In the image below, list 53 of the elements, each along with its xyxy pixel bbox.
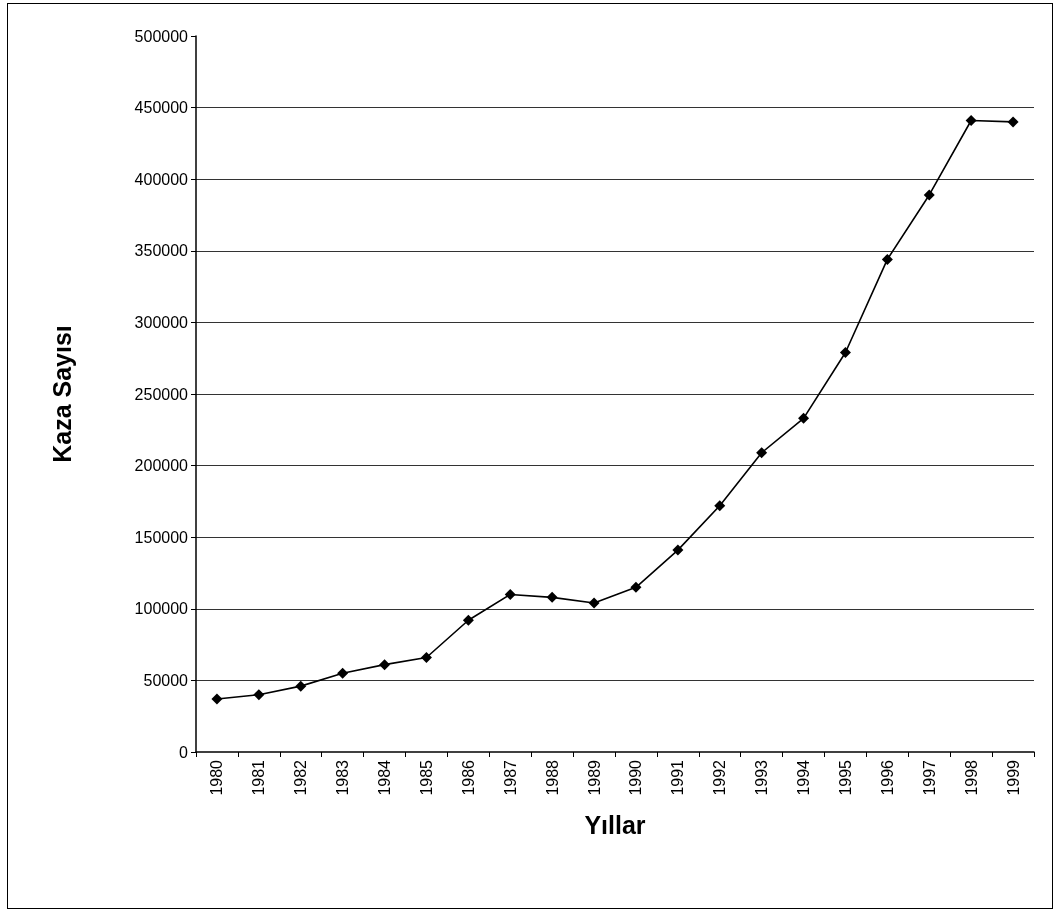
x-axis-title: Yıllar — [584, 810, 646, 839]
point — [462, 614, 474, 626]
y-tick-label: 450000 — [134, 99, 189, 117]
y-tick-label: 350000 — [134, 242, 189, 260]
x-tick-label: 1996 — [878, 759, 896, 796]
point — [504, 588, 516, 600]
y-tick-label: 250000 — [134, 385, 189, 403]
point — [798, 412, 810, 424]
x-tick-label: 1985 — [417, 759, 435, 796]
y-tick-label: 500000 — [134, 27, 189, 45]
x-tick-label: 1997 — [920, 759, 938, 796]
x-tick-label: 1986 — [459, 759, 477, 796]
point — [588, 597, 600, 609]
y-tick-label: 200000 — [134, 457, 189, 475]
y-tick-label: 50000 — [143, 671, 189, 689]
x-tick-label: 1989 — [585, 759, 603, 796]
x-tick-label: 1993 — [753, 759, 771, 796]
point — [295, 680, 307, 692]
point — [881, 253, 893, 265]
point — [756, 447, 768, 459]
x-tick-label: 1991 — [669, 759, 687, 796]
point — [1007, 116, 1019, 128]
x-tick-label: 1995 — [836, 759, 854, 796]
point — [253, 689, 265, 701]
point — [630, 581, 642, 593]
x-tick-label: 1999 — [1004, 759, 1022, 796]
point — [379, 659, 391, 671]
y-axis-title: Kaza Sayısı — [47, 325, 76, 463]
x-tick-label: 1992 — [711, 759, 729, 796]
x-tick-label: 1990 — [627, 759, 645, 796]
y-tick-label: 150000 — [134, 528, 189, 546]
y-tick-label: 400000 — [134, 170, 189, 188]
point — [337, 667, 349, 679]
x-tick-label: 1994 — [795, 759, 813, 796]
point — [672, 544, 684, 556]
x-tick-label: 1981 — [250, 759, 268, 796]
x-tick-label: 1987 — [501, 759, 519, 796]
y-tick-label: 100000 — [134, 600, 189, 618]
y-tick-label: 0 — [179, 743, 189, 761]
x-tick-label: 1983 — [334, 759, 352, 796]
point — [420, 651, 432, 663]
point — [546, 591, 558, 603]
x-tick-label: 1980 — [208, 759, 226, 796]
point — [923, 189, 935, 201]
point — [211, 693, 223, 705]
y-tick-label: 300000 — [134, 313, 189, 331]
x-tick-label: 1982 — [292, 759, 310, 796]
x-tick-label: 1988 — [543, 759, 561, 796]
x-tick-label: 1998 — [962, 759, 980, 796]
x-tick-label: 1984 — [376, 759, 394, 796]
point — [839, 346, 851, 358]
point — [965, 114, 977, 126]
point — [714, 500, 726, 512]
